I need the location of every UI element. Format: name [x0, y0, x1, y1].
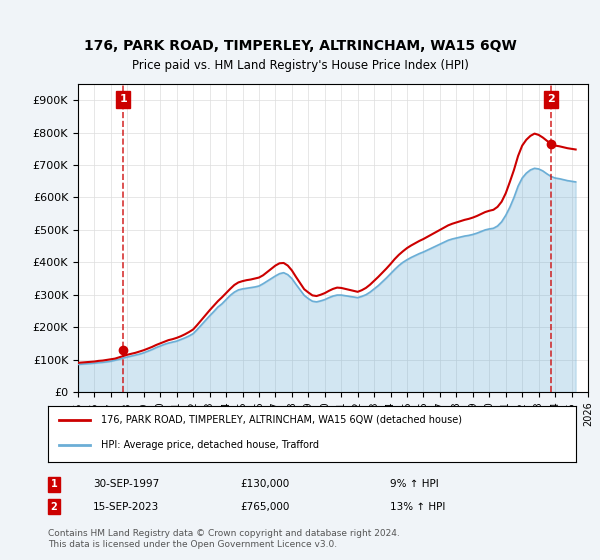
Text: HPI: Average price, detached house, Trafford: HPI: Average price, detached house, Traf… [101, 440, 319, 450]
Text: 1: 1 [50, 479, 58, 489]
Text: 176, PARK ROAD, TIMPERLEY, ALTRINCHAM, WA15 6QW (detached house): 176, PARK ROAD, TIMPERLEY, ALTRINCHAM, W… [101, 415, 462, 425]
Text: 1: 1 [119, 95, 127, 104]
Text: Contains HM Land Registry data © Crown copyright and database right 2024.
This d: Contains HM Land Registry data © Crown c… [48, 529, 400, 549]
Text: 2: 2 [50, 502, 58, 512]
Text: Price paid vs. HM Land Registry's House Price Index (HPI): Price paid vs. HM Land Registry's House … [131, 59, 469, 72]
Text: £765,000: £765,000 [240, 502, 289, 512]
Text: 13% ↑ HPI: 13% ↑ HPI [390, 502, 445, 512]
Text: 2: 2 [547, 95, 555, 104]
Text: 9% ↑ HPI: 9% ↑ HPI [390, 479, 439, 489]
Text: 30-SEP-1997: 30-SEP-1997 [93, 479, 159, 489]
Text: 176, PARK ROAD, TIMPERLEY, ALTRINCHAM, WA15 6QW: 176, PARK ROAD, TIMPERLEY, ALTRINCHAM, W… [83, 39, 517, 53]
Text: 15-SEP-2023: 15-SEP-2023 [93, 502, 159, 512]
Text: £130,000: £130,000 [240, 479, 289, 489]
